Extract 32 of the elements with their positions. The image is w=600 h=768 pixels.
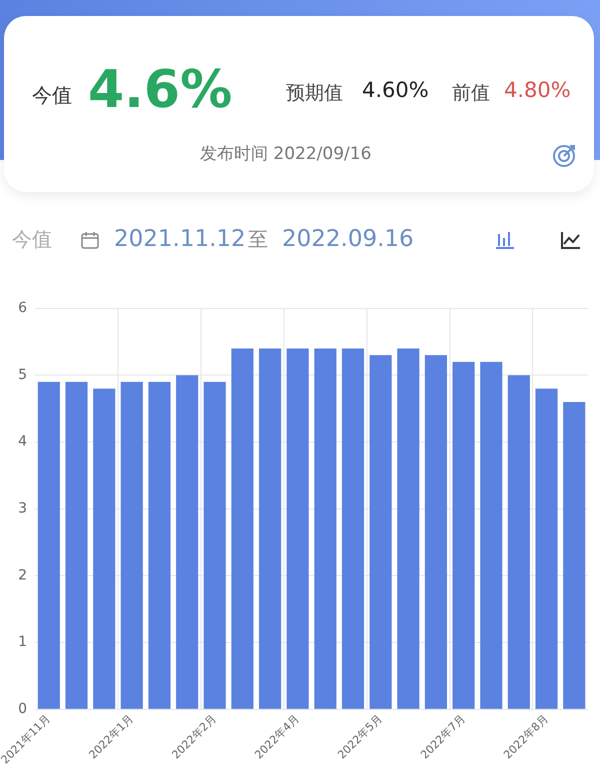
bar: [286, 348, 309, 709]
bar: [508, 375, 530, 709]
bar: [120, 382, 143, 709]
text: 2022.09.16: [282, 226, 414, 252]
y-tick-label: 2: [18, 567, 28, 584]
bar: [93, 388, 116, 709]
bar: [148, 382, 171, 709]
bar: [231, 348, 254, 709]
bar: [563, 402, 586, 709]
y-tick-label: 0: [18, 701, 28, 718]
bar: [204, 382, 226, 709]
bar: [314, 348, 336, 709]
bar: [370, 355, 392, 709]
y-tick-label: 6: [18, 300, 28, 316]
y-tick-label: 3: [18, 500, 28, 517]
y-tick-label: 5: [18, 366, 28, 383]
summary-card: 今值 4.6% 预期值 4.60% 前值 4.80% 发布时间 2022/09/16: [4, 16, 594, 192]
y-tick-label: 1: [18, 634, 28, 650]
text: 至: [248, 226, 268, 253]
bar: [452, 362, 475, 709]
bar: [258, 348, 282, 709]
bar: [342, 348, 364, 709]
bar: [480, 362, 502, 709]
bar: [535, 388, 558, 709]
bar: [424, 355, 447, 709]
bar: [397, 348, 420, 709]
text: 2021.11.12: [114, 226, 246, 252]
bar: [176, 375, 198, 709]
text: 今值: [12, 226, 52, 253]
bar: [65, 382, 88, 709]
bar: [38, 382, 60, 709]
y-tick-label: 4: [18, 434, 28, 450]
